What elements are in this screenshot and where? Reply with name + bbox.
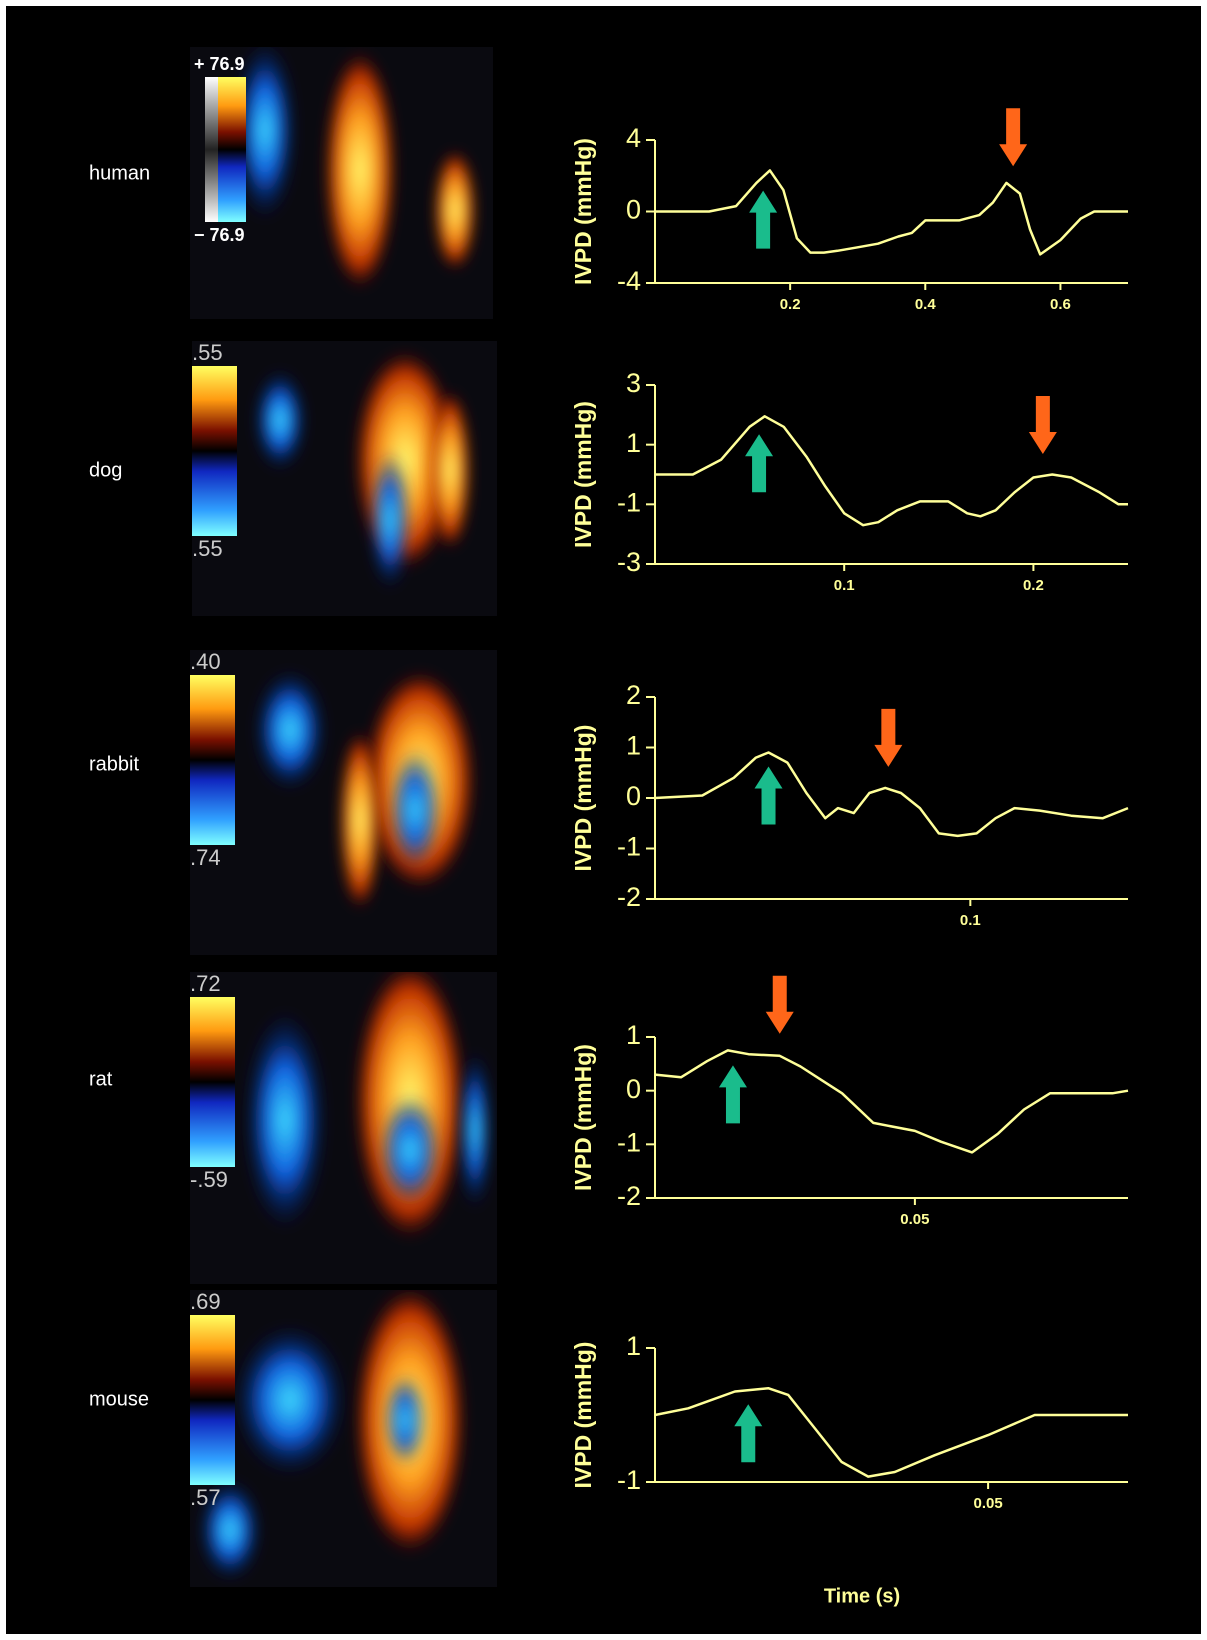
- flow-blob: [430, 390, 470, 550]
- species-label: human: [89, 162, 150, 184]
- y-axis-label: IVPD (mmHg): [570, 1342, 596, 1489]
- flow-blob: [370, 450, 410, 590]
- scale-top-label: .55: [192, 340, 223, 365]
- y-axis-label: IVPD (mmHg): [570, 401, 596, 548]
- y-tick-label: 0: [626, 195, 641, 225]
- y-tick-label: 0: [626, 1074, 641, 1104]
- species-label: rat: [89, 1068, 113, 1090]
- figure: + 76.9 − 76.9 human .55 .55 dog .40 .74 rabbit .7…: [0, 0, 1207, 1640]
- color-scale-bar: [190, 1315, 235, 1485]
- y-tick-label: 1: [626, 428, 641, 458]
- scale-top-label: .69: [190, 1289, 221, 1314]
- flow-blob: [460, 1050, 490, 1210]
- x-tick-label: 0.2: [780, 296, 801, 313]
- image-content: [190, 650, 497, 955]
- species-label: rabbit: [89, 753, 139, 775]
- flow-blob: [385, 1375, 425, 1465]
- flow-blob: [390, 750, 440, 870]
- y-tick-label: -2: [617, 1181, 641, 1211]
- scale-bottom-label: .55: [192, 536, 223, 561]
- scale-bottom-label: -.59: [190, 1167, 228, 1192]
- image-content: [190, 960, 497, 1284]
- color-scale-bar: [192, 366, 237, 536]
- scale-top-label: + 76.9: [194, 54, 245, 74]
- y-tick-label: -1: [617, 832, 641, 862]
- scale-bottom-label: − 76.9: [194, 225, 245, 245]
- y-axis-label: IVPD (mmHg): [570, 138, 596, 285]
- flow-blob: [235, 1325, 345, 1475]
- x-tick-label: 0.1: [960, 912, 981, 929]
- x-axis-label: Time (s): [824, 1585, 900, 1607]
- scale-bottom-label: .74: [190, 845, 221, 870]
- x-tick-label: 0.4: [915, 296, 937, 313]
- color-scale-bar: [218, 77, 246, 222]
- flow-blob: [340, 730, 380, 910]
- y-tick-label: -1: [617, 1127, 641, 1157]
- species-label: dog: [89, 459, 122, 481]
- flow-blob: [255, 670, 325, 790]
- y-tick-label: -3: [617, 547, 641, 577]
- color-scale-bar: [190, 675, 235, 845]
- y-tick-label: -2: [617, 882, 641, 912]
- y-tick-label: 1: [626, 1020, 641, 1050]
- flow-blob: [380, 1095, 440, 1205]
- y-tick-label: -1: [617, 1465, 641, 1495]
- y-tick-label: -1: [617, 487, 641, 517]
- scale-top-label: .40: [190, 649, 221, 674]
- y-tick-label: 3: [626, 368, 641, 398]
- image-content: [190, 1285, 497, 1587]
- color-scale-bar: [190, 997, 235, 1167]
- y-tick-label: 0: [626, 781, 641, 811]
- y-tick-label: -4: [617, 266, 641, 296]
- x-tick-label: 0.6: [1050, 296, 1071, 313]
- image-content: [192, 341, 497, 616]
- gray-scale-bar: [205, 77, 218, 222]
- y-axis-label: IVPD (mmHg): [570, 1044, 596, 1191]
- y-tick-label: 4: [626, 123, 641, 153]
- x-tick-label: 0.05: [973, 1495, 1002, 1512]
- flow-blob: [435, 150, 475, 270]
- x-tick-label: 0.2: [1023, 577, 1044, 594]
- x-tick-label: 0.1: [834, 577, 855, 594]
- x-tick-label: 0.05: [900, 1211, 929, 1228]
- background: [6, 6, 1201, 1634]
- y-tick-label: 2: [626, 680, 641, 710]
- flow-blob: [245, 1010, 325, 1230]
- scale-bottom-label: .57: [190, 1485, 221, 1510]
- y-tick-label: 1: [626, 731, 641, 761]
- flow-blob: [325, 50, 395, 290]
- y-axis-label: IVPD (mmHg): [570, 725, 596, 872]
- y-tick-label: 1: [626, 1331, 641, 1361]
- flow-blob: [255, 370, 305, 470]
- species-label: mouse: [89, 1388, 149, 1410]
- scale-top-label: .72: [190, 971, 221, 996]
